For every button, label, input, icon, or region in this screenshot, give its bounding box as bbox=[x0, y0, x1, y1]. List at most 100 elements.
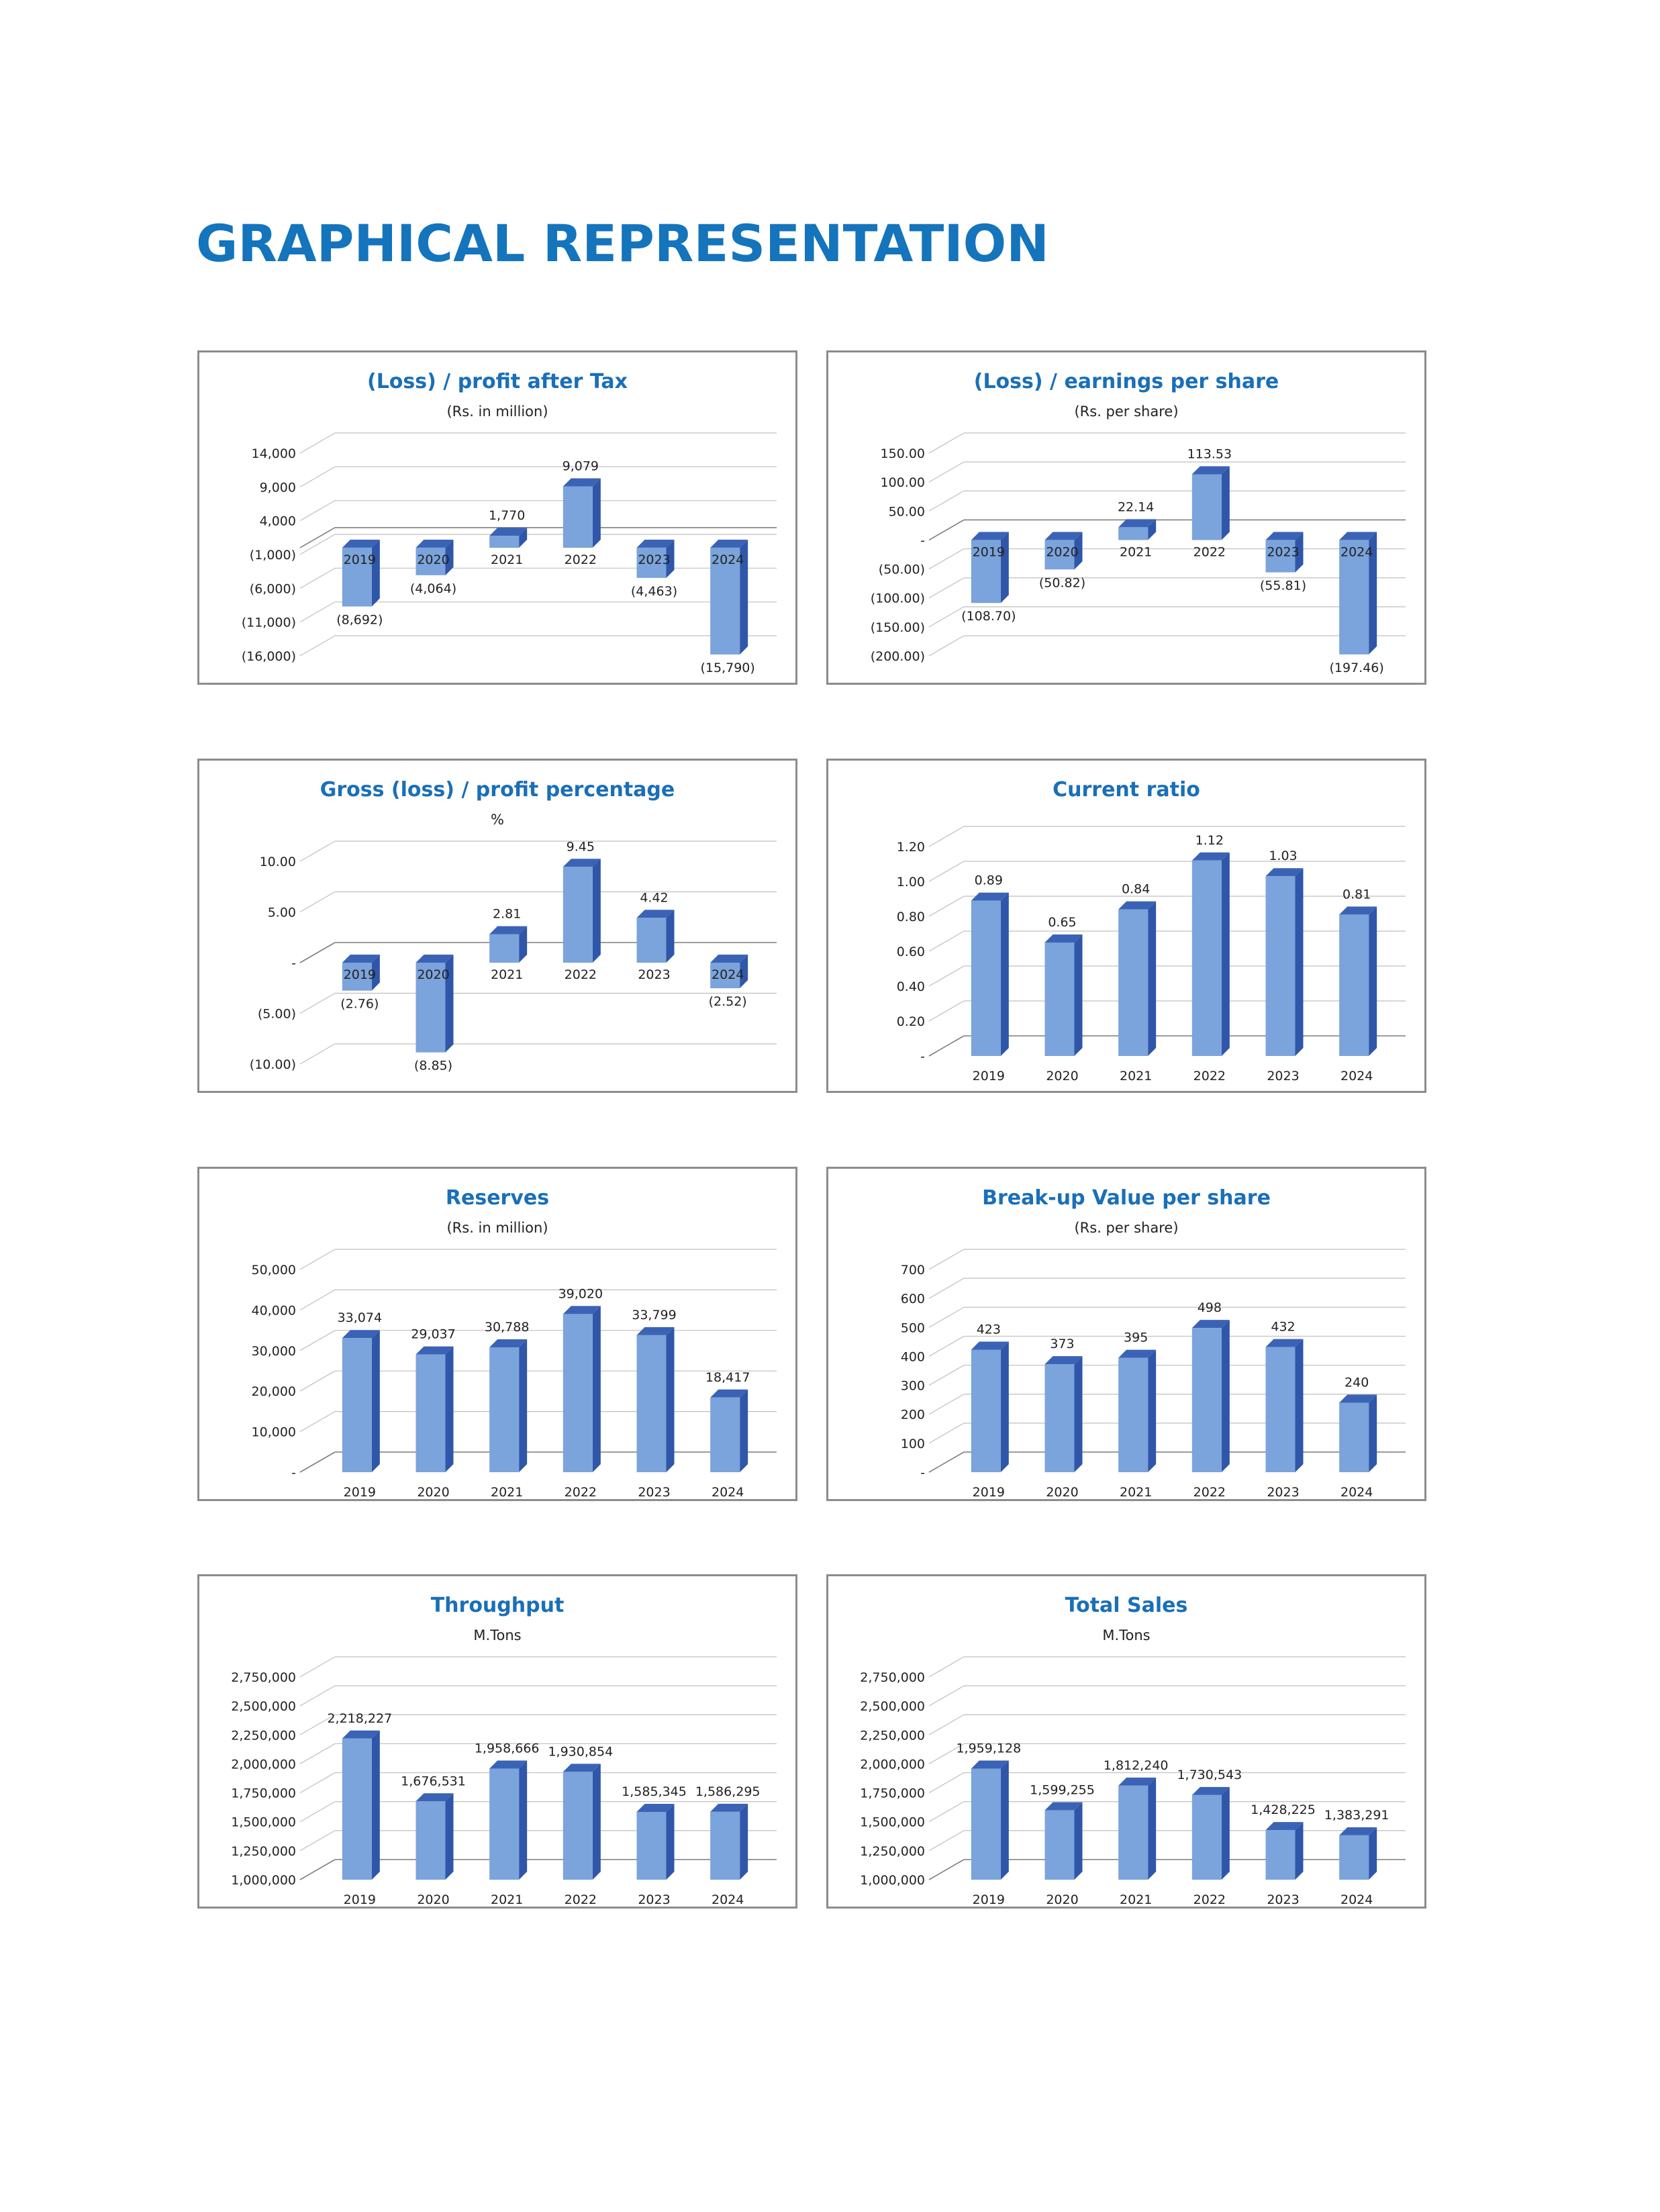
bar-side bbox=[1369, 1394, 1377, 1472]
bar-side bbox=[740, 1803, 748, 1880]
x-tick-label: 2020 bbox=[417, 1892, 449, 1907]
x-tick-label: 2019 bbox=[344, 552, 376, 567]
x-tick-label: 2020 bbox=[1046, 1892, 1078, 1907]
y-tick-label: 2,500,000 bbox=[231, 1699, 296, 1714]
bar-2022 bbox=[1191, 1786, 1230, 1880]
axis-line bbox=[928, 519, 965, 541]
bar-top bbox=[1191, 1320, 1230, 1329]
bar-top bbox=[1265, 1339, 1304, 1347]
bar-top bbox=[489, 1339, 528, 1348]
bar-front bbox=[342, 963, 372, 991]
bar-front bbox=[1339, 540, 1369, 655]
bar-2024 bbox=[710, 1389, 748, 1472]
bar-2024 bbox=[710, 955, 748, 989]
y-tick-label: (150.00) bbox=[871, 620, 925, 635]
bar-2021 bbox=[1118, 1777, 1157, 1880]
axis-line bbox=[928, 1035, 965, 1057]
x-tick-label: 2023 bbox=[1267, 1069, 1299, 1084]
y-tick-label: 1,000,000 bbox=[231, 1873, 296, 1888]
bar-2020 bbox=[1044, 934, 1083, 1056]
bar-front bbox=[489, 1347, 520, 1472]
chart-plot: 1.20 1.00 0.80 0.60 0.40 0.20 - 0.89 2019 0.65 202… bbox=[897, 826, 1406, 1084]
bar-front bbox=[342, 1338, 372, 1472]
x-tick-label: 2023 bbox=[638, 1892, 670, 1907]
chart-title: Reserves bbox=[445, 1186, 550, 1210]
chart-panel-throughput: Throughput M.Tons 2,750,000 2,500,000 2,25… bbox=[197, 1574, 797, 1909]
data-label: 1,585,345 bbox=[622, 1784, 687, 1799]
data-label: 2.81 bbox=[493, 907, 521, 922]
y-tick-label: 400 bbox=[901, 1349, 925, 1364]
gridline-floor bbox=[299, 1249, 336, 1270]
bar-2021 bbox=[1118, 1349, 1157, 1472]
chart-title: Total Sales bbox=[1065, 1594, 1188, 1617]
bar-front bbox=[971, 1768, 1001, 1880]
gridline-floor bbox=[928, 1830, 965, 1852]
bar-side bbox=[740, 539, 748, 655]
bar-side bbox=[1369, 906, 1377, 1056]
bar-front bbox=[636, 918, 667, 963]
bar-top bbox=[416, 955, 454, 963]
bar-2024 bbox=[1339, 532, 1377, 655]
bar-2019 bbox=[342, 1330, 380, 1472]
x-tick-label: 2021 bbox=[1120, 1069, 1152, 1084]
bar-top bbox=[342, 1330, 380, 1339]
bar-top bbox=[1265, 532, 1304, 540]
x-tick-label: 2019 bbox=[973, 1892, 1005, 1907]
bar-top bbox=[971, 1341, 1009, 1350]
y-tick-label: 20,000 bbox=[252, 1384, 296, 1399]
gridline-floor bbox=[299, 1743, 336, 1764]
axis-line bbox=[299, 1859, 336, 1880]
x-tick-label: 2021 bbox=[1120, 1485, 1152, 1499]
bar-front bbox=[710, 963, 740, 989]
bar-2021 bbox=[489, 926, 528, 963]
data-label: (2.52) bbox=[709, 994, 747, 1009]
chart-title: Break-up Value per share bbox=[982, 1186, 1271, 1210]
x-tick-label: 2024 bbox=[1340, 1485, 1373, 1499]
bar-top bbox=[710, 539, 748, 548]
x-tick-label: 2021 bbox=[1120, 544, 1152, 559]
bar-front bbox=[416, 1801, 446, 1880]
y-tick-label: 9,000 bbox=[260, 480, 296, 495]
y-tick-label: 1,000,000 bbox=[860, 1873, 925, 1888]
chart-plot: 2,750,000 2,500,000 2,250,000 2,000,000 1,75… bbox=[860, 1656, 1406, 1907]
gridline-floor bbox=[928, 1714, 965, 1735]
bar-top bbox=[416, 1793, 454, 1802]
bar-2023 bbox=[1265, 1822, 1304, 1880]
data-label: 39,020 bbox=[558, 1286, 603, 1301]
gridline-floor bbox=[299, 1370, 336, 1392]
bar-top bbox=[971, 532, 1009, 540]
bar-front bbox=[416, 547, 446, 575]
y-tick-label: 40,000 bbox=[252, 1303, 296, 1318]
bar-2022 bbox=[1191, 1320, 1230, 1472]
bar-side bbox=[1221, 466, 1230, 540]
y-tick-label: 1,500,000 bbox=[231, 1815, 296, 1830]
x-tick-label: 2023 bbox=[638, 967, 670, 982]
bar-2022 bbox=[563, 1306, 601, 1472]
bar-side bbox=[1369, 1827, 1377, 1880]
chart-plot: 2,750,000 2,500,000 2,250,000 2,000,000 1,75… bbox=[231, 1656, 777, 1907]
data-label: 1.12 bbox=[1195, 833, 1224, 848]
bar-front bbox=[563, 486, 593, 548]
chart-plot: 14,000 9,000 4,000 (1,000) (6,000) (11,000) (1… bbox=[242, 432, 777, 675]
axis-line bbox=[299, 527, 336, 548]
bar-side bbox=[740, 1389, 748, 1472]
x-tick-label: 2024 bbox=[1340, 544, 1373, 559]
data-label: 0.89 bbox=[975, 873, 1003, 888]
bar-2020 bbox=[416, 955, 454, 1053]
bar-front bbox=[1118, 1357, 1149, 1472]
data-label: 373 bbox=[1050, 1337, 1074, 1351]
chart-plot: 700 600 500 400 300 200 100 - 423 2019 373 2020 395 2… bbox=[901, 1249, 1406, 1499]
y-tick-label: 1,250,000 bbox=[860, 1844, 925, 1859]
bar-front bbox=[1191, 860, 1222, 1056]
bar-top bbox=[1044, 1802, 1083, 1811]
bar-top bbox=[636, 1803, 675, 1812]
gridline-floor bbox=[928, 1423, 965, 1444]
data-label: 395 bbox=[1124, 1331, 1148, 1345]
bar-top bbox=[1339, 1394, 1377, 1403]
x-tick-label: 2020 bbox=[417, 1485, 449, 1499]
bar-side bbox=[371, 539, 380, 607]
data-label: 0.84 bbox=[1122, 882, 1150, 897]
bar-side bbox=[445, 1793, 454, 1880]
bar-side bbox=[1000, 1760, 1009, 1880]
gridline-floor bbox=[299, 432, 336, 454]
